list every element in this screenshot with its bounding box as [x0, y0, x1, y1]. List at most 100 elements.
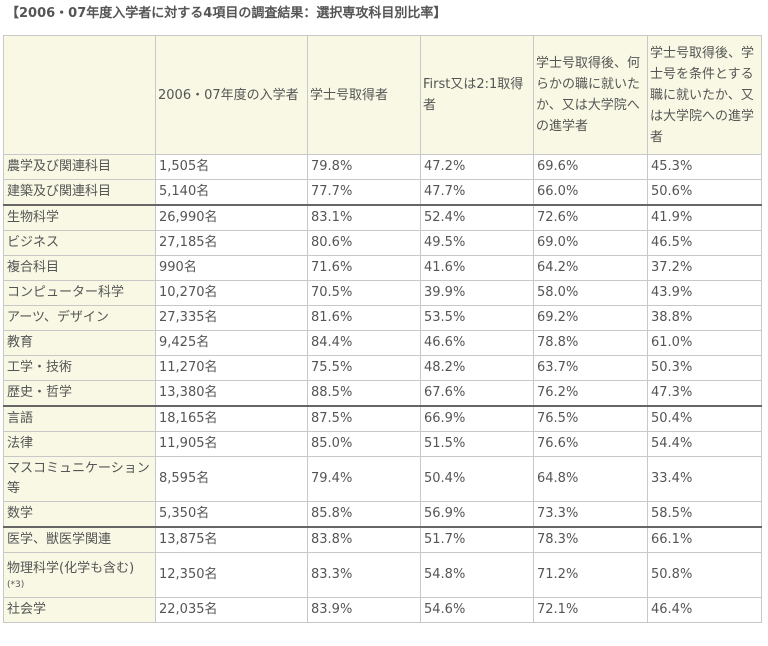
subject-label: 物理科学(化学も含む) [7, 561, 135, 576]
table-row: 建築及び関連科目 5,140名 77.7% 47.7% 66.0% 50.6% [3, 179, 762, 206]
employment-rate-cell: 69.2% [533, 305, 648, 331]
student-count-cell: 13,380名 [155, 380, 308, 407]
first-rate-cell: 66.9% [420, 405, 534, 432]
degree-rate-cell: 75.5% [307, 355, 421, 381]
subject-label: 法律 [7, 436, 34, 451]
graduate-job-rate-cell: 66.1% [647, 526, 762, 553]
degree-rate-cell: 85.0% [307, 431, 421, 457]
degree-rate-cell: 79.8% [307, 154, 421, 180]
student-count-cell: 1,505名 [155, 154, 308, 180]
degree-rate-cell: 83.3% [307, 552, 421, 598]
graduate-job-rate-cell: 45.3% [647, 154, 762, 180]
student-count-cell: 8,595名 [155, 456, 308, 502]
first-rate-cell: 49.5% [420, 230, 534, 256]
graduate-job-rate-cell: 54.4% [647, 431, 762, 457]
table-row: 複合科目 990名 71.6% 41.6% 64.2% 37.2% [3, 255, 762, 281]
graduate-job-rate-cell: 46.5% [647, 230, 762, 256]
subject-cell: 農学及び関連科目 [3, 154, 156, 180]
employment-rate-cell: 76.6% [533, 431, 648, 457]
table-row: 法律 11,905名 85.0% 51.5% 76.6% 54.4% [3, 431, 762, 457]
student-count-cell: 12,350名 [155, 552, 308, 598]
graduate-job-rate-cell: 33.4% [647, 456, 762, 502]
subject-label: マスコミュニケーション等 [7, 461, 150, 496]
employment-rate-cell: 72.1% [533, 597, 648, 623]
graduate-job-rate-cell: 41.9% [647, 204, 762, 231]
student-count-cell: 18,165名 [155, 405, 308, 432]
first-rate-cell: 46.6% [420, 330, 534, 356]
table-row: マスコミュニケーション等 8,595名 79.4% 50.4% 64.8% 33.4% [3, 456, 762, 502]
subject-cell: 歴史・哲学 [3, 380, 156, 407]
subject-cell: 医学、獣医学関連 [3, 526, 156, 553]
first-rate-cell: 51.7% [420, 526, 534, 553]
table-row: 工学・技術 11,270名 75.5% 48.2% 63.7% 50.3% [3, 355, 762, 381]
graduate-job-rate-cell: 47.3% [647, 380, 762, 407]
table-header-row: 2006・07年度の入学者 学士号取得者 First又は2:1取得者 学士号取得… [3, 35, 762, 155]
subject-cell: 教育 [3, 330, 156, 356]
employment-rate-cell: 58.0% [533, 280, 648, 306]
student-count-cell: 27,335名 [155, 305, 308, 331]
subject-label: 言語 [7, 411, 34, 426]
column-header: 学士号取得後、何らかの職に就いたか、又は大学院への進学者 [533, 35, 648, 155]
first-rate-cell: 51.5% [420, 431, 534, 457]
degree-rate-cell: 81.6% [307, 305, 421, 331]
column-header: 2006・07年度の入学者 [155, 35, 308, 155]
column-header: 学士号取得後、学士号を条件とする職に就いたか、又は大学院への進学者 [647, 35, 762, 155]
degree-rate-cell: 85.8% [307, 501, 421, 528]
subject-cell: 工学・技術 [3, 355, 156, 381]
subject-cell: 物理科学(化学も含む) (*3) [3, 552, 156, 598]
table-row: 数学 5,350名 85.8% 56.9% 73.3% 58.5% [3, 501, 762, 528]
degree-rate-cell: 70.5% [307, 280, 421, 306]
degree-rate-cell: 80.6% [307, 230, 421, 256]
table-row: アーツ、デザイン 27,335名 81.6% 53.5% 69.2% 38.8% [3, 305, 762, 331]
degree-rate-cell: 71.6% [307, 255, 421, 281]
footnote-ref: (*3) [7, 580, 25, 590]
table-row: コンピューター科学 10,270名 70.5% 39.9% 58.0% 43.9% [3, 280, 762, 306]
employment-rate-cell: 76.5% [533, 405, 648, 432]
degree-rate-cell: 77.7% [307, 179, 421, 206]
subject-cell: 法律 [3, 431, 156, 457]
employment-rate-cell: 66.0% [533, 179, 648, 206]
degree-rate-cell: 83.8% [307, 526, 421, 553]
table-row: 医学、獣医学関連 13,875名 83.8% 51.7% 78.3% 66.1% [3, 526, 762, 553]
subject-label: 建築及び関連科目 [7, 184, 112, 199]
table-row: 生物科学 26,990名 83.1% 52.4% 72.6% 41.9% [3, 204, 762, 231]
first-rate-cell: 54.6% [420, 597, 534, 623]
employment-rate-cell: 78.8% [533, 330, 648, 356]
employment-rate-cell: 71.2% [533, 552, 648, 598]
graduate-job-rate-cell: 50.8% [647, 552, 762, 598]
employment-rate-cell: 76.2% [533, 380, 648, 407]
table-row: 農学及び関連科目 1,505名 79.8% 47.2% 69.6% 45.3% [3, 154, 762, 180]
graduate-job-rate-cell: 58.5% [647, 501, 762, 528]
subject-label: 複合科目 [7, 260, 60, 275]
subject-label: ビジネス [7, 235, 60, 250]
degree-rate-cell: 79.4% [307, 456, 421, 502]
first-rate-cell: 54.8% [420, 552, 534, 598]
first-rate-cell: 47.7% [420, 179, 534, 206]
first-rate-cell: 56.9% [420, 501, 534, 528]
first-rate-cell: 41.6% [420, 255, 534, 281]
graduate-job-rate-cell: 43.9% [647, 280, 762, 306]
subject-label: 農学及び関連科目 [7, 159, 112, 174]
first-rate-cell: 52.4% [420, 204, 534, 231]
student-count-cell: 990名 [155, 255, 308, 281]
student-count-cell: 5,350名 [155, 501, 308, 528]
table-row: 教育 9,425名 84.4% 46.6% 78.8% 61.0% [3, 330, 762, 356]
first-rate-cell: 47.2% [420, 154, 534, 180]
student-count-cell: 11,905名 [155, 431, 308, 457]
table-title: 【2006・07年度入学者に対する4項目の調査結果：選択専攻科目別比率】 [6, 6, 447, 21]
employment-rate-cell: 69.6% [533, 154, 648, 180]
table-row: ビジネス 27,185名 80.6% 49.5% 69.0% 46.5% [3, 230, 762, 256]
degree-rate-cell: 83.9% [307, 597, 421, 623]
degree-rate-cell: 87.5% [307, 405, 421, 432]
first-rate-cell: 67.6% [420, 380, 534, 407]
subject-label: コンピューター科学 [7, 285, 125, 300]
subject-label: 生物科学 [7, 210, 60, 225]
subject-cell: ビジネス [3, 230, 156, 256]
graduate-job-rate-cell: 46.4% [647, 597, 762, 623]
table-row: 歴史・哲学 13,380名 88.5% 67.6% 76.2% 47.3% [3, 380, 762, 407]
first-rate-cell: 50.4% [420, 456, 534, 502]
employment-rate-cell: 69.0% [533, 230, 648, 256]
subject-label: 医学、獣医学関連 [7, 532, 112, 547]
degree-rate-cell: 83.1% [307, 204, 421, 231]
graduate-job-rate-cell: 50.3% [647, 355, 762, 381]
